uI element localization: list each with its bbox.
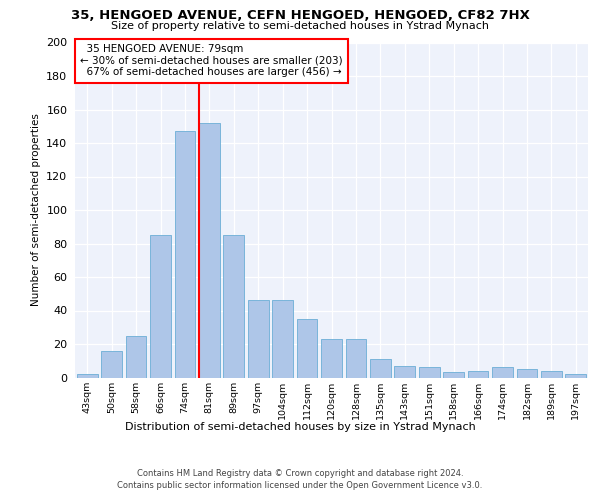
Bar: [272, 300, 293, 378]
Bar: [541, 371, 562, 378]
Bar: [565, 374, 586, 378]
Bar: [370, 359, 391, 378]
Y-axis label: Number of semi-detached properties: Number of semi-detached properties: [31, 114, 41, 306]
Bar: [467, 371, 488, 378]
Bar: [150, 235, 171, 378]
Bar: [223, 235, 244, 378]
Bar: [443, 372, 464, 378]
Text: Distribution of semi-detached houses by size in Ystrad Mynach: Distribution of semi-detached houses by …: [125, 422, 475, 432]
Bar: [346, 339, 367, 378]
Bar: [199, 123, 220, 378]
Text: Contains public sector information licensed under the Open Government Licence v3: Contains public sector information licen…: [118, 481, 482, 490]
Text: 35, HENGOED AVENUE, CEFN HENGOED, HENGOED, CF82 7HX: 35, HENGOED AVENUE, CEFN HENGOED, HENGOE…: [71, 9, 529, 22]
Bar: [101, 350, 122, 378]
Bar: [517, 369, 538, 378]
Text: Size of property relative to semi-detached houses in Ystrad Mynach: Size of property relative to semi-detach…: [111, 21, 489, 31]
Text: Contains HM Land Registry data © Crown copyright and database right 2024.: Contains HM Land Registry data © Crown c…: [137, 469, 463, 478]
Bar: [77, 374, 98, 378]
Bar: [394, 366, 415, 378]
Bar: [321, 339, 342, 378]
Bar: [492, 368, 513, 378]
Bar: [296, 319, 317, 378]
Bar: [248, 300, 269, 378]
Bar: [419, 368, 440, 378]
Text: 35 HENGOED AVENUE: 79sqm
← 30% of semi-detached houses are smaller (203)
  67% o: 35 HENGOED AVENUE: 79sqm ← 30% of semi-d…: [80, 44, 343, 78]
Bar: [125, 336, 146, 378]
Bar: [175, 132, 196, 378]
